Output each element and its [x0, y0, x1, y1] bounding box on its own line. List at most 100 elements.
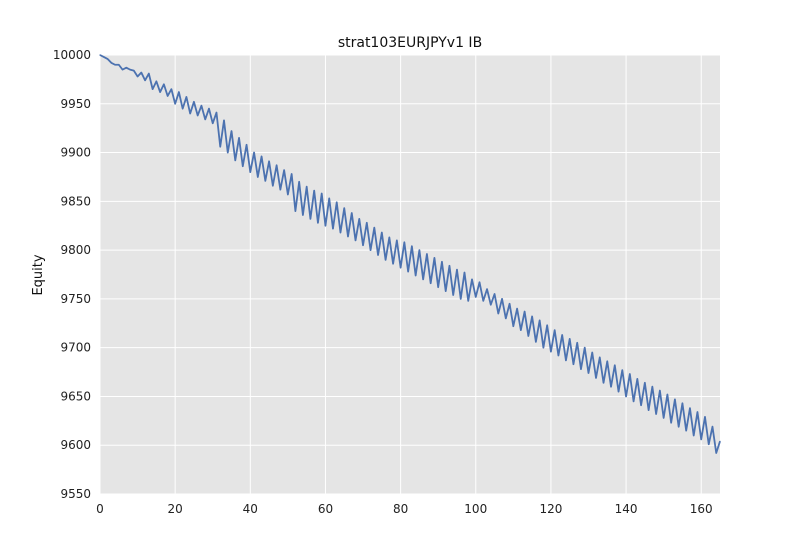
equity-point — [373, 227, 375, 229]
equity-point — [155, 80, 157, 82]
equity-point — [245, 144, 248, 146]
equity-point — [584, 347, 586, 349]
equity-point — [287, 193, 289, 196]
equity-point — [599, 356, 601, 359]
equity-point — [704, 416, 706, 418]
x-axis-ticks: 0 20 40 60 80 100 120 140 160 — [96, 502, 712, 516]
plot-background — [100, 55, 720, 494]
y-axis-label: Equity — [31, 254, 46, 295]
equity-point — [681, 402, 684, 404]
equity-point — [527, 335, 529, 337]
equity-point — [114, 64, 116, 66]
y-tick-label: 9650 — [60, 389, 91, 403]
equity-point — [189, 112, 191, 115]
equity-point — [133, 70, 135, 72]
equity-point — [422, 278, 424, 280]
equity-point — [279, 189, 281, 191]
equity-point — [508, 303, 511, 305]
equity-point — [242, 165, 244, 167]
x-tick-label: 60 — [318, 502, 333, 516]
equity-point — [170, 88, 172, 90]
equity-point — [486, 288, 488, 290]
equity-point — [272, 185, 274, 187]
equity-point — [644, 382, 646, 384]
equity-point — [715, 452, 717, 454]
equity-point — [121, 69, 124, 71]
equity-point — [629, 373, 631, 375]
equity-point — [219, 146, 221, 148]
equity-point — [497, 312, 499, 315]
equity-series-line — [99, 54, 721, 454]
equity-point — [561, 334, 563, 336]
equity-point — [670, 422, 672, 424]
equity-point — [610, 386, 612, 388]
equity-point — [400, 267, 402, 269]
equity-point — [689, 407, 691, 409]
equity-point — [542, 347, 544, 349]
y-tick-label: 9750 — [60, 292, 91, 306]
y-tick-label: 9950 — [60, 97, 91, 111]
equity-point — [463, 271, 466, 274]
equity-point — [140, 71, 142, 74]
equity-point — [152, 88, 154, 90]
equity-point — [230, 130, 233, 132]
equity-point — [148, 72, 150, 75]
equity-point — [253, 151, 255, 154]
equity-point — [366, 222, 368, 224]
equity-point — [674, 398, 676, 400]
equity-point — [640, 404, 642, 406]
equity-point — [565, 359, 567, 361]
equity-point — [576, 342, 578, 344]
equity-point — [501, 298, 503, 300]
equity-point — [309, 218, 312, 220]
grid-lines — [99, 54, 720, 495]
equity-point — [163, 83, 165, 85]
equity-point — [208, 108, 210, 110]
equity-point — [144, 79, 146, 81]
equity-point — [313, 190, 315, 192]
equity-point — [291, 173, 293, 175]
equity-point — [445, 290, 447, 292]
equity-point — [708, 443, 710, 445]
equity-point — [693, 434, 695, 437]
equity-point — [433, 257, 436, 259]
equity-point — [377, 254, 379, 256]
equity-point — [493, 293, 496, 295]
equity-point — [569, 338, 571, 340]
equity-point — [227, 151, 229, 154]
equity-point — [700, 438, 702, 440]
equity-point — [294, 210, 296, 212]
equity-point — [317, 222, 319, 224]
equity-point — [415, 274, 417, 277]
equity-point — [343, 207, 345, 209]
equity-point — [351, 212, 353, 214]
equity-point — [212, 122, 214, 124]
equity-point — [685, 429, 687, 432]
equity-point — [336, 201, 338, 203]
equity-point — [595, 377, 597, 379]
equity-point — [321, 192, 323, 195]
equity-point — [452, 294, 454, 296]
equity-point — [407, 270, 409, 273]
equity-point — [531, 315, 533, 318]
equity-point — [103, 56, 105, 58]
equity-point — [302, 214, 304, 216]
x-tick-label: 160 — [690, 502, 713, 516]
equity-point — [193, 101, 195, 103]
equity-point — [223, 119, 225, 121]
equity-point — [197, 114, 199, 117]
equity-point — [456, 269, 458, 271]
equity-point — [328, 197, 330, 200]
equity-point — [580, 368, 582, 370]
equity-point — [354, 239, 357, 241]
equity-point — [659, 389, 661, 392]
equity-point — [505, 317, 507, 319]
y-tick-label: 10000 — [53, 48, 91, 62]
equity-point — [471, 278, 473, 280]
y-tick-label: 9600 — [60, 438, 91, 452]
equity-point — [636, 378, 638, 380]
equity-point — [719, 440, 721, 442]
equity-point — [437, 286, 439, 288]
equity-point — [178, 91, 180, 93]
x-tick-label: 120 — [539, 502, 562, 516]
